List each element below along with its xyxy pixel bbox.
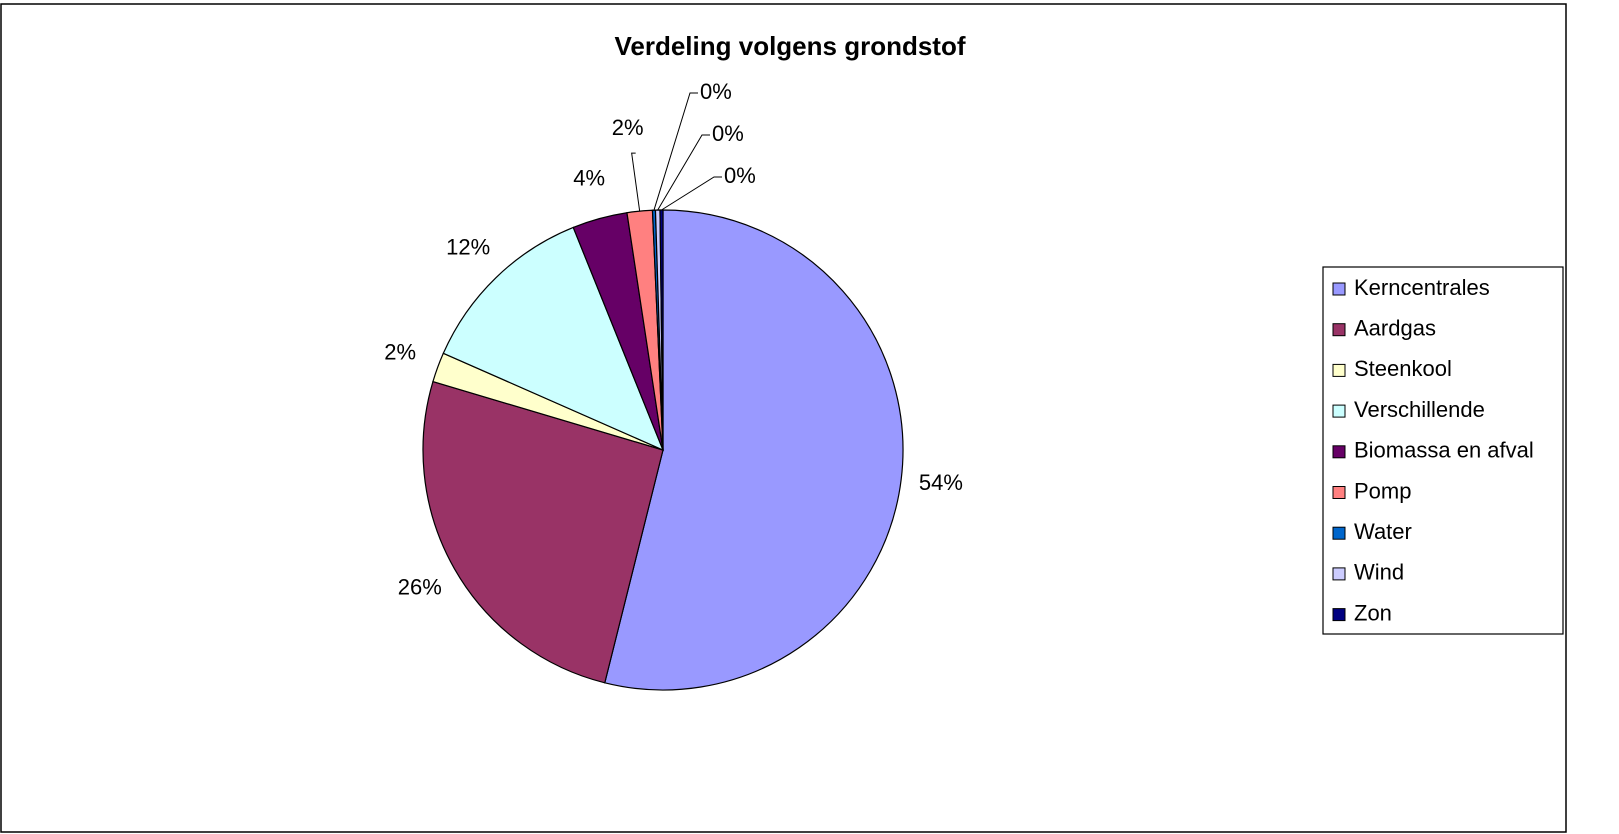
chart-title: Verdeling volgens grondstof xyxy=(614,31,965,61)
legend-swatch xyxy=(1332,282,1346,296)
legend-label: Wind xyxy=(1354,560,1404,585)
legend-swatch xyxy=(1332,323,1346,337)
legend-label: Water xyxy=(1354,519,1412,544)
data-label: 4% xyxy=(573,166,605,191)
pie-slice xyxy=(604,209,904,691)
legend-label: Kerncentrales xyxy=(1354,275,1490,300)
leader-line xyxy=(653,92,698,211)
data-label: 12% xyxy=(446,235,490,260)
legend-label: Biomassa en afval xyxy=(1354,438,1534,463)
legend-label: Aardgas xyxy=(1354,316,1436,341)
legend-swatch xyxy=(1332,567,1346,581)
data-label: 26% xyxy=(398,575,442,600)
legend-swatch xyxy=(1332,363,1346,377)
legend-swatch xyxy=(1332,608,1346,622)
legend-label: Verschillende xyxy=(1354,397,1485,422)
legend-swatch xyxy=(1332,486,1346,499)
data-label: 2% xyxy=(384,339,416,364)
legend-swatch xyxy=(1332,526,1346,540)
leader-line xyxy=(657,134,710,211)
data-label: 0% xyxy=(700,79,732,104)
legend-swatch xyxy=(1332,404,1346,418)
legend-label: Zon xyxy=(1354,600,1392,625)
data-label: 2% xyxy=(612,115,644,140)
data-label: 0% xyxy=(712,121,744,146)
legend-box xyxy=(1322,266,1564,635)
legend-label: Steenkool xyxy=(1354,356,1452,381)
data-label: 0% xyxy=(724,163,756,188)
pie-slice xyxy=(659,209,664,451)
data-label: 54% xyxy=(919,470,963,495)
pie-slice xyxy=(422,380,664,684)
legend-label: Pomp xyxy=(1354,478,1411,503)
leader-line xyxy=(631,152,641,212)
leader-line xyxy=(661,176,722,211)
pie-slice xyxy=(442,226,665,452)
legend-swatch xyxy=(1332,445,1346,459)
